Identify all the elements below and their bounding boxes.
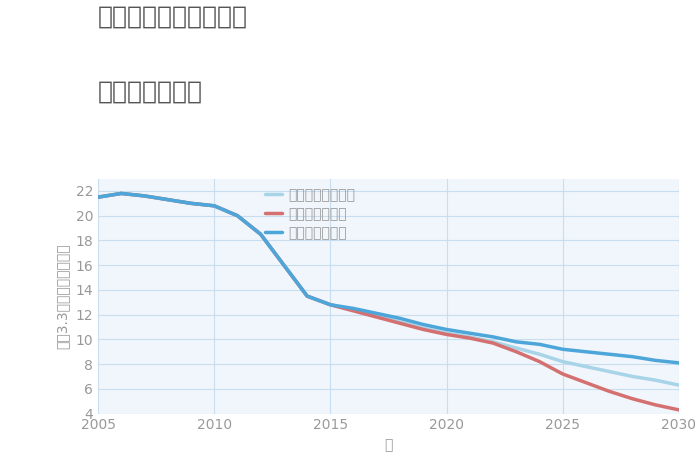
グッドシナリオ [489, 334, 497, 340]
グッドシナリオ [536, 342, 544, 347]
ノーマルシナリオ [117, 191, 125, 196]
グッドシナリオ [652, 358, 660, 363]
バッドシナリオ [559, 371, 567, 377]
ノーマルシナリオ [512, 345, 521, 351]
ノーマルシナリオ [303, 293, 312, 299]
Legend: ノーマルシナリオ, バッドシナリオ, グッドシナリオ: ノーマルシナリオ, バッドシナリオ, グッドシナリオ [262, 186, 358, 243]
グッドシナリオ [326, 302, 335, 307]
グッドシナリオ [349, 306, 358, 311]
バッドシナリオ [372, 314, 381, 320]
バッドシナリオ [605, 389, 613, 394]
ノーマルシナリオ [164, 197, 172, 203]
ノーマルシナリオ [187, 201, 195, 206]
グッドシナリオ [164, 197, 172, 203]
バッドシナリオ [396, 321, 405, 326]
バッドシナリオ [675, 407, 683, 413]
バッドシナリオ [629, 396, 637, 401]
バッドシナリオ [256, 231, 265, 237]
ノーマルシナリオ [396, 319, 405, 325]
Text: 土地の価格推移: 土地の価格推移 [98, 80, 203, 104]
ノーマルシナリオ [652, 377, 660, 383]
バッドシナリオ [489, 340, 497, 346]
グッドシナリオ [303, 293, 312, 299]
バッドシナリオ [280, 262, 288, 268]
ノーマルシナリオ [559, 359, 567, 364]
バッドシナリオ [419, 327, 428, 332]
ノーマルシナリオ [94, 194, 102, 200]
ノーマルシナリオ [536, 352, 544, 357]
バッドシナリオ [349, 308, 358, 314]
ノーマルシナリオ [605, 369, 613, 375]
Line: バッドシナリオ: バッドシナリオ [98, 194, 679, 410]
X-axis label: 年: 年 [384, 438, 393, 452]
ノーマルシナリオ [372, 313, 381, 319]
バッドシナリオ [466, 335, 474, 341]
グッドシナリオ [140, 193, 148, 199]
グッドシナリオ [280, 262, 288, 268]
グッドシナリオ [512, 339, 521, 345]
バッドシナリオ [233, 213, 242, 219]
バッドシナリオ [140, 193, 148, 199]
ノーマルシナリオ [256, 231, 265, 237]
Line: グッドシナリオ: グッドシナリオ [98, 194, 679, 363]
Line: ノーマルシナリオ: ノーマルシナリオ [98, 194, 679, 385]
ノーマルシナリオ [419, 325, 428, 331]
ノーマルシナリオ [629, 374, 637, 379]
グッドシナリオ [559, 346, 567, 352]
グッドシナリオ [210, 203, 218, 209]
ノーマルシナリオ [442, 330, 451, 336]
ノーマルシナリオ [233, 213, 242, 219]
Text: 三重県伊賀市菖蒲池の: 三重県伊賀市菖蒲池の [98, 5, 248, 29]
ノーマルシナリオ [489, 339, 497, 345]
ノーマルシナリオ [326, 302, 335, 307]
バッドシナリオ [164, 197, 172, 203]
バッドシナリオ [442, 332, 451, 337]
ノーマルシナリオ [280, 262, 288, 268]
ノーマルシナリオ [675, 382, 683, 388]
グッドシナリオ [466, 330, 474, 336]
グッドシナリオ [442, 327, 451, 332]
グッドシナリオ [187, 201, 195, 206]
バッドシナリオ [117, 191, 125, 196]
バッドシナリオ [652, 402, 660, 408]
グッドシナリオ [94, 194, 102, 200]
ノーマルシナリオ [349, 307, 358, 313]
グッドシナリオ [117, 191, 125, 196]
バッドシナリオ [187, 201, 195, 206]
バッドシナリオ [210, 203, 218, 209]
グッドシナリオ [256, 231, 265, 237]
バッドシナリオ [94, 194, 102, 200]
バッドシナリオ [326, 302, 335, 307]
バッドシナリオ [512, 349, 521, 354]
Y-axis label: 坪（3.3㎡）単価（万円）: 坪（3.3㎡）単価（万円） [56, 243, 70, 349]
ノーマルシナリオ [140, 193, 148, 199]
バッドシナリオ [536, 359, 544, 364]
グッドシナリオ [419, 322, 428, 328]
ノーマルシナリオ [582, 364, 590, 369]
ノーマルシナリオ [466, 334, 474, 340]
グッドシナリオ [233, 213, 242, 219]
バッドシナリオ [303, 293, 312, 299]
グッドシナリオ [605, 352, 613, 357]
グッドシナリオ [372, 311, 381, 316]
グッドシナリオ [629, 354, 637, 360]
グッドシナリオ [675, 360, 683, 366]
グッドシナリオ [396, 315, 405, 321]
ノーマルシナリオ [210, 203, 218, 209]
グッドシナリオ [582, 349, 590, 354]
バッドシナリオ [582, 380, 590, 385]
